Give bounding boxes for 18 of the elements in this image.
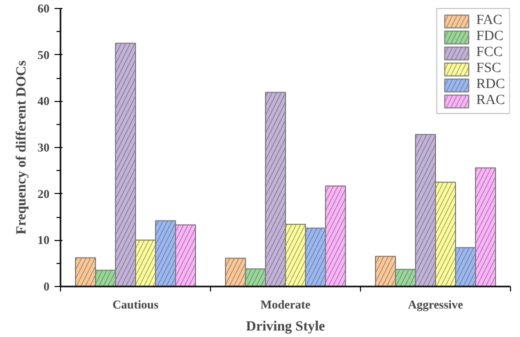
y-tick-label: 60 [38,2,50,16]
y-tick-label: 50 [38,48,50,62]
y-tick-label: 10 [38,233,50,248]
legend-label: FCC [476,45,503,61]
y-tick-label: 20 [38,186,50,201]
x-tick-label: Aggressive [408,298,464,312]
y-axis-title: Frequency of different DOCs [14,60,30,235]
x-tick-label: Moderate [260,298,312,312]
legend-label: RAC [476,93,505,109]
legend-label: FAC [476,13,502,29]
legend-label: FDC [476,29,504,45]
legend-label: RDC [476,77,505,93]
y-tick-label: 0 [44,280,50,294]
legend-label: FSC [476,61,502,77]
x-axis-title: Driving Style [246,320,325,334]
y-tick-label: 30 [38,140,50,154]
x-tick-label: Cautious [112,298,159,312]
y-tick-label: 40 [38,94,50,108]
